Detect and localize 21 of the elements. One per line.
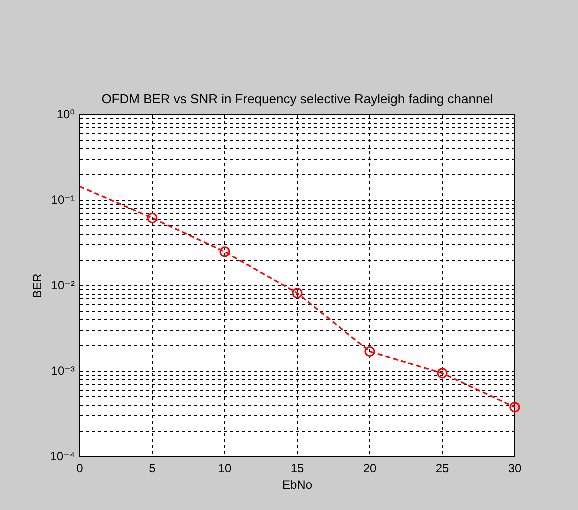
- y-tick-label: 10⁻²: [51, 278, 75, 292]
- x-tick-label: 15: [290, 462, 304, 476]
- point: [292, 288, 303, 299]
- x-tick-label: 20: [363, 462, 377, 476]
- point: [364, 346, 376, 358]
- x-axis-title: EbNo: [282, 478, 313, 492]
- point: [220, 246, 230, 258]
- y-tick-label: 10⁰: [56, 107, 76, 122]
- y-tick-label: 10⁻¹: [51, 192, 75, 207]
- y-axis-title: BER: [30, 273, 45, 298]
- x-tick-label: 25: [436, 462, 450, 476]
- chart-title: OFDM BER vs SNR in Frequency selective Rayleigh fading channel: [102, 91, 494, 106]
- x-tick-label: 30: [508, 462, 522, 476]
- point: [437, 368, 448, 379]
- point: [147, 212, 158, 224]
- point: [510, 402, 520, 413]
- x-tick-label: 0: [76, 462, 84, 476]
- y-tick-label: 10⁻⁴: [50, 449, 75, 464]
- y-tick-label: 10⁻³: [51, 364, 75, 378]
- x-tick-label: 5: [149, 462, 156, 476]
- x-tick-label: 10: [218, 462, 232, 476]
